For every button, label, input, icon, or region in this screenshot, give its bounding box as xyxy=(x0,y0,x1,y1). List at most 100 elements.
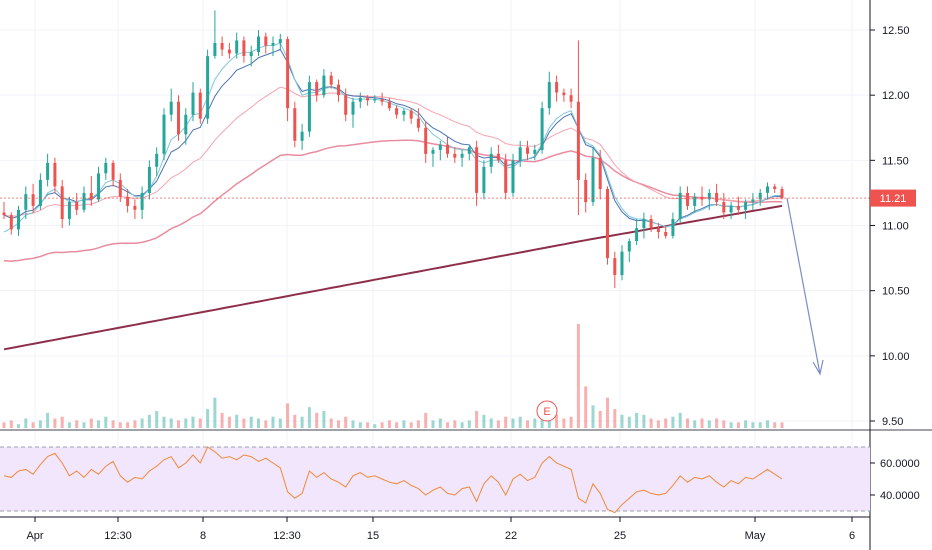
volume-bar xyxy=(220,412,224,428)
volume-bar xyxy=(780,422,784,428)
volume-bar xyxy=(584,386,588,428)
candle xyxy=(147,160,151,200)
volume-bar xyxy=(460,422,464,428)
volume-bar xyxy=(351,420,355,428)
candle xyxy=(686,186,689,210)
volume-bar xyxy=(540,412,544,428)
volume-bar xyxy=(97,420,100,428)
volume-bar xyxy=(489,418,493,428)
volume-bar xyxy=(206,409,210,428)
volume-bar xyxy=(613,409,617,428)
candle xyxy=(569,88,573,109)
earnings-marker[interactable]: E xyxy=(536,400,558,422)
volume-bar xyxy=(249,416,253,428)
volume-bar xyxy=(111,420,115,428)
volume-bar xyxy=(598,411,602,428)
volume-bar xyxy=(380,422,384,428)
volume-bar xyxy=(569,416,573,428)
candle xyxy=(206,49,210,124)
candle xyxy=(496,144,500,163)
forecast-arrow[interactable] xyxy=(786,197,824,376)
candle xyxy=(627,238,631,262)
candle xyxy=(613,251,617,289)
volume-bar xyxy=(431,420,435,428)
candle xyxy=(671,212,675,239)
candle xyxy=(198,88,202,124)
candle xyxy=(329,71,333,89)
volume-bar xyxy=(438,418,442,428)
candle xyxy=(460,149,464,167)
candle xyxy=(504,153,508,200)
volume-bar xyxy=(24,418,28,428)
volume-bar xyxy=(649,418,653,428)
candle xyxy=(278,33,282,50)
volume-bar xyxy=(264,420,268,428)
volume-bars xyxy=(2,324,784,428)
volume-bar xyxy=(307,407,311,428)
volume-bar xyxy=(147,414,151,428)
candle xyxy=(53,157,57,193)
volume-bar xyxy=(286,403,290,428)
candle xyxy=(271,36,275,57)
volume-bar xyxy=(315,412,319,428)
candle xyxy=(424,121,428,163)
candle xyxy=(656,222,660,239)
candle xyxy=(533,144,537,161)
candle xyxy=(220,36,224,57)
volume-bar xyxy=(402,420,406,428)
candle xyxy=(191,82,195,122)
ma-100-line xyxy=(3,139,783,262)
candle xyxy=(526,140,529,161)
volume-bar xyxy=(118,422,122,428)
candle xyxy=(242,36,246,63)
volume-bar xyxy=(75,420,79,428)
time-tick-label: 15 xyxy=(367,530,379,542)
candle xyxy=(620,245,624,281)
candle xyxy=(126,189,130,213)
candle xyxy=(351,97,355,128)
candle xyxy=(722,192,726,219)
volume-bar xyxy=(642,414,646,428)
candle xyxy=(431,147,435,167)
time-tick-label: 8 xyxy=(200,530,206,542)
candle xyxy=(489,147,493,174)
volume-bar xyxy=(533,418,537,428)
volume-bar xyxy=(235,414,239,428)
candle xyxy=(598,149,602,200)
volume-bar xyxy=(213,397,217,428)
candle xyxy=(60,179,64,229)
candle xyxy=(606,186,609,265)
candle xyxy=(576,40,580,216)
volume-bar xyxy=(526,420,529,428)
volume-bar xyxy=(576,324,580,428)
volume-bar xyxy=(300,416,304,428)
candle xyxy=(715,183,719,206)
price-axis: 12.50 12.00 11.50 11.00 10.50 10.00 9.50 xyxy=(870,25,910,428)
volume-bar xyxy=(511,418,515,428)
volume-bar xyxy=(53,418,57,428)
candle xyxy=(24,186,28,219)
candle xyxy=(475,140,479,206)
volume-bar xyxy=(722,420,726,428)
volume-bar xyxy=(678,412,682,428)
time-tick-label: Apr xyxy=(26,530,43,542)
candle xyxy=(766,182,769,200)
volume-bar xyxy=(664,418,668,428)
candle xyxy=(482,160,486,200)
candle xyxy=(729,202,733,219)
volume-bar xyxy=(104,416,108,428)
rsi-pane xyxy=(0,446,870,514)
candle xyxy=(446,136,449,158)
volume-bar xyxy=(482,414,486,428)
grid-lines xyxy=(0,0,870,517)
volume-bar xyxy=(155,411,159,428)
volume-bar xyxy=(67,422,71,428)
candle xyxy=(511,153,515,197)
candle xyxy=(780,186,784,200)
volume-bar xyxy=(329,418,333,428)
candle xyxy=(300,123,304,150)
volume-bar xyxy=(758,422,762,428)
time-tick-label: 25 xyxy=(614,530,626,542)
volume-bar xyxy=(475,411,479,428)
